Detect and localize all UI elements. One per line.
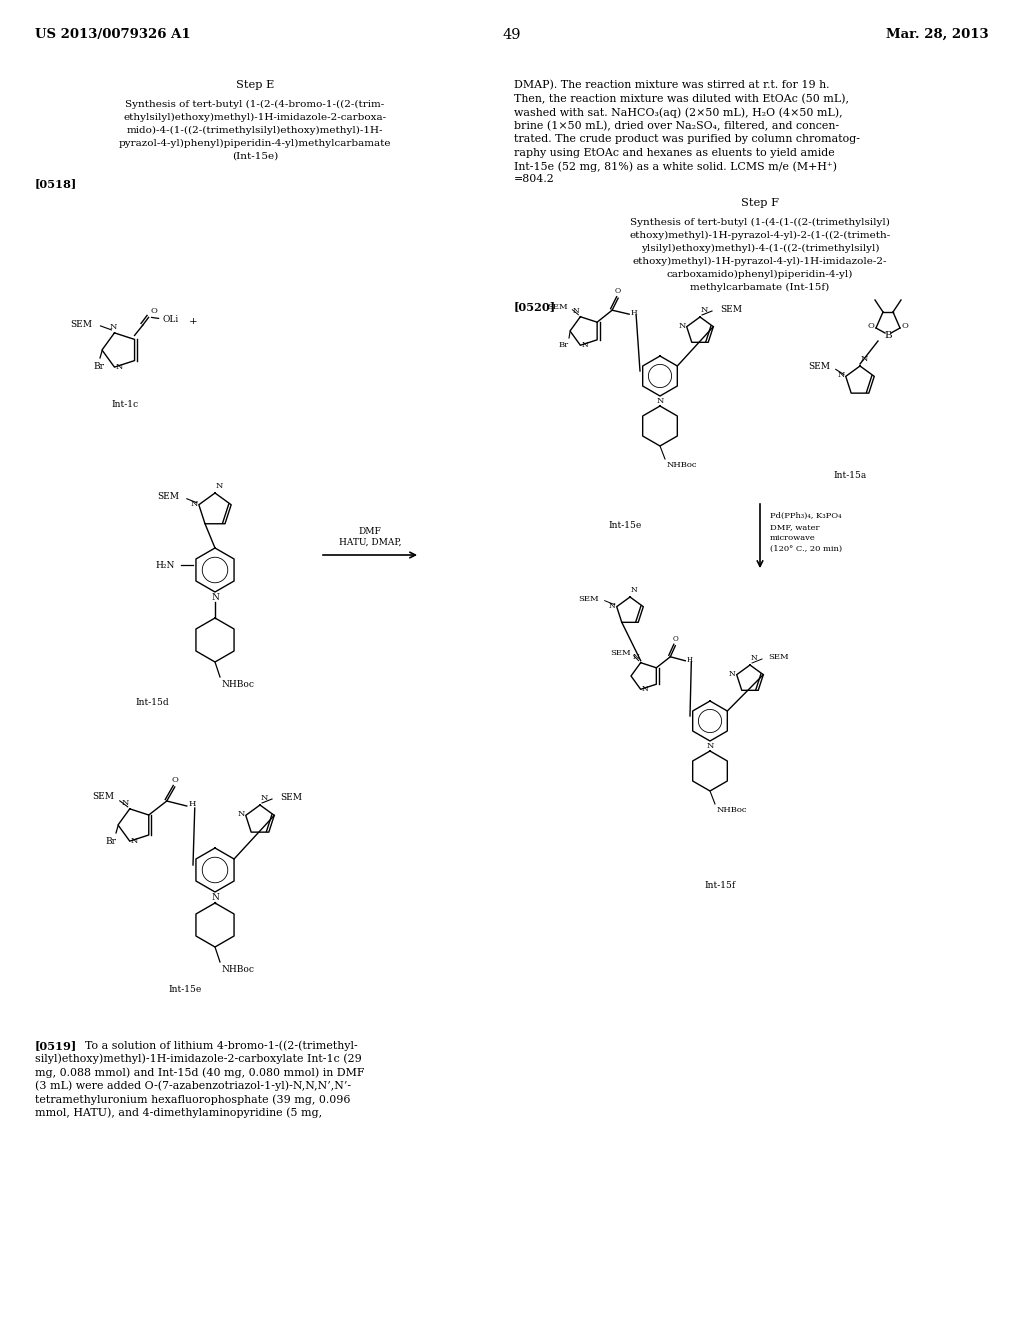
- Text: Then, the reaction mixture was diluted with EtOAc (50 mL),: Then, the reaction mixture was diluted w…: [514, 94, 849, 104]
- Text: DMF, water: DMF, water: [770, 523, 819, 531]
- Text: trated. The crude product was purified by column chromatog-: trated. The crude product was purified b…: [514, 135, 860, 144]
- Text: raphy using EtOAc and hexanes as eluents to yield amide: raphy using EtOAc and hexanes as eluents…: [514, 148, 835, 157]
- Text: OLi: OLi: [163, 315, 179, 323]
- Text: N: N: [238, 810, 245, 818]
- Text: To a solution of lithium 4-bromo-1-((2-(trimethyl-: To a solution of lithium 4-bromo-1-((2-(…: [85, 1040, 357, 1051]
- Text: N: N: [838, 371, 845, 379]
- Text: H₂N: H₂N: [156, 561, 175, 569]
- Text: washed with sat. NaHCO₃(aq) (2×50 mL), H₂O (4×50 mL),: washed with sat. NaHCO₃(aq) (2×50 mL), H…: [514, 107, 843, 117]
- Text: SEM: SEM: [720, 305, 742, 314]
- Text: SEM: SEM: [809, 362, 830, 371]
- Text: N: N: [572, 306, 580, 314]
- Text: Step F: Step F: [741, 198, 779, 209]
- Text: Mar. 28, 2013: Mar. 28, 2013: [887, 28, 989, 41]
- Text: N: N: [116, 363, 123, 371]
- Text: B: B: [884, 331, 892, 341]
- Text: HATU, DMAP,: HATU, DMAP,: [339, 539, 401, 546]
- Text: NHBoc: NHBoc: [222, 965, 255, 974]
- Text: N: N: [582, 342, 588, 350]
- Text: microwave: microwave: [770, 535, 816, 543]
- Text: Int-15e: Int-15e: [168, 985, 202, 994]
- Text: O: O: [867, 322, 874, 330]
- Text: N: N: [211, 892, 219, 902]
- Text: DMF: DMF: [358, 527, 381, 536]
- Text: N: N: [729, 669, 735, 677]
- Text: N: N: [122, 799, 129, 807]
- Text: N: N: [211, 593, 219, 602]
- Text: silyl)ethoxy)methyl)-1H-imidazole-2-carboxylate Int-1c (29: silyl)ethoxy)methyl)-1H-imidazole-2-carb…: [35, 1053, 361, 1064]
- Text: O: O: [673, 635, 678, 643]
- Text: O: O: [151, 308, 158, 315]
- Text: =804.2: =804.2: [514, 174, 555, 185]
- Text: O: O: [902, 322, 909, 330]
- Text: [0519]: [0519]: [35, 1040, 77, 1051]
- Text: N: N: [633, 652, 640, 661]
- Text: SEM: SEM: [280, 792, 302, 801]
- Text: SEM: SEM: [157, 492, 179, 502]
- Text: H: H: [188, 800, 197, 808]
- Text: H: H: [630, 309, 637, 317]
- Text: Br: Br: [559, 341, 569, 348]
- Text: Int-15e: Int-15e: [608, 521, 642, 531]
- Text: (Int-15e): (Int-15e): [231, 152, 279, 161]
- Text: NHBoc: NHBoc: [667, 461, 697, 469]
- Text: Pd(PPh₃)₄, K₃PO₄: Pd(PPh₃)₄, K₃PO₄: [770, 512, 842, 520]
- Text: [0520]: [0520]: [514, 301, 556, 312]
- Text: H: H: [686, 656, 692, 664]
- Text: [0518]: [0518]: [35, 178, 77, 189]
- Text: O: O: [171, 776, 178, 784]
- Text: N: N: [609, 602, 615, 610]
- Text: N: N: [110, 323, 117, 331]
- Text: ylsilyl)ethoxy)methyl)-4-(1-((2-(trimethylsilyl): ylsilyl)ethoxy)methyl)-4-(1-((2-(trimeth…: [641, 244, 880, 253]
- Text: NHBoc: NHBoc: [222, 680, 255, 689]
- Text: Int-15d: Int-15d: [135, 698, 169, 708]
- Text: SEM: SEM: [71, 321, 92, 330]
- Text: Int-15a: Int-15a: [834, 471, 866, 480]
- Text: Int-15f: Int-15f: [705, 880, 735, 890]
- Text: N: N: [190, 500, 198, 508]
- Text: SEM: SEM: [768, 653, 788, 661]
- Text: Step E: Step E: [236, 81, 274, 90]
- Text: mido)-4-(1-((2-(trimethylsilyl)ethoxy)methyl)-1H-: mido)-4-(1-((2-(trimethylsilyl)ethoxy)me…: [127, 125, 383, 135]
- Text: pyrazol-4-yl)phenyl)piperidin-4-yl)methylcarbamate: pyrazol-4-yl)phenyl)piperidin-4-yl)methy…: [119, 139, 391, 148]
- Text: tetramethyluronium hexafluorophosphate (39 mg, 0.096: tetramethyluronium hexafluorophosphate (…: [35, 1094, 350, 1105]
- Text: N: N: [751, 653, 758, 663]
- Text: SEM: SEM: [548, 302, 568, 310]
- Text: ethoxy)methyl)-1H-pyrazol-4-yl)-2-(1-((2-(trimeth-: ethoxy)methyl)-1H-pyrazol-4-yl)-2-(1-((2…: [630, 231, 891, 240]
- Text: Br: Br: [105, 837, 116, 846]
- Text: brine (1×50 mL), dried over Na₂SO₄, filtered, and concen-: brine (1×50 mL), dried over Na₂SO₄, filt…: [514, 120, 839, 131]
- Text: N: N: [631, 586, 638, 594]
- Text: (3 mL) were added O-(7-azabenzotriazol-1-yl)-N,N,N’,N’-: (3 mL) were added O-(7-azabenzotriazol-1…: [35, 1081, 351, 1092]
- Text: mmol, HATU), and 4-dimethylaminopyridine (5 mg,: mmol, HATU), and 4-dimethylaminopyridine…: [35, 1107, 323, 1118]
- Text: N: N: [216, 482, 223, 490]
- Text: ethylsilyl)ethoxy)methyl)-1H-imidazole-2-carboxa-: ethylsilyl)ethoxy)methyl)-1H-imidazole-2…: [124, 114, 387, 123]
- Text: (120° C., 20 min): (120° C., 20 min): [770, 545, 842, 553]
- Text: SEM: SEM: [579, 595, 599, 603]
- Text: methylcarbamate (Int-15f): methylcarbamate (Int-15f): [690, 282, 829, 292]
- Text: mg, 0.088 mmol) and Int-15d (40 mg, 0.080 mmol) in DMF: mg, 0.088 mmol) and Int-15d (40 mg, 0.08…: [35, 1067, 365, 1077]
- Text: DMAP). The reaction mixture was stirred at r.t. for 19 h.: DMAP). The reaction mixture was stirred …: [514, 81, 829, 90]
- Text: N: N: [131, 837, 138, 845]
- Text: Synthesis of tert-butyl (1-(2-(4-bromo-1-((2-(trim-: Synthesis of tert-butyl (1-(2-(4-bromo-1…: [125, 100, 385, 110]
- Text: Int-15e (52 mg, 81%) as a white solid. LCMS m/e (M+H⁺): Int-15e (52 mg, 81%) as a white solid. L…: [514, 161, 837, 172]
- Text: ethoxy)methyl)-1H-pyrazol-4-yl)-1H-imidazole-2-: ethoxy)methyl)-1H-pyrazol-4-yl)-1H-imida…: [633, 257, 887, 267]
- Text: SEM: SEM: [93, 792, 115, 801]
- Text: +: +: [188, 317, 198, 326]
- Text: SEM: SEM: [610, 648, 631, 656]
- Text: Synthesis of tert-butyl (1-(4-(1-((2-(trimethylsilyl): Synthesis of tert-butyl (1-(4-(1-((2-(tr…: [630, 218, 890, 227]
- Text: N: N: [707, 742, 714, 750]
- Text: US 2013/0079326 A1: US 2013/0079326 A1: [35, 28, 190, 41]
- Text: N: N: [261, 795, 268, 803]
- Text: N: N: [656, 397, 664, 405]
- Text: Br: Br: [93, 362, 104, 371]
- Text: NHBoc: NHBoc: [717, 807, 748, 814]
- Text: N: N: [701, 306, 709, 314]
- Text: 49: 49: [503, 28, 521, 42]
- Text: N: N: [642, 685, 648, 693]
- Text: N: N: [861, 355, 868, 363]
- Text: N: N: [678, 322, 686, 330]
- Text: Int-1c: Int-1c: [112, 400, 138, 409]
- Text: O: O: [615, 288, 622, 296]
- Text: carboxamido)phenyl)piperidin-4-yl): carboxamido)phenyl)piperidin-4-yl): [667, 271, 853, 279]
